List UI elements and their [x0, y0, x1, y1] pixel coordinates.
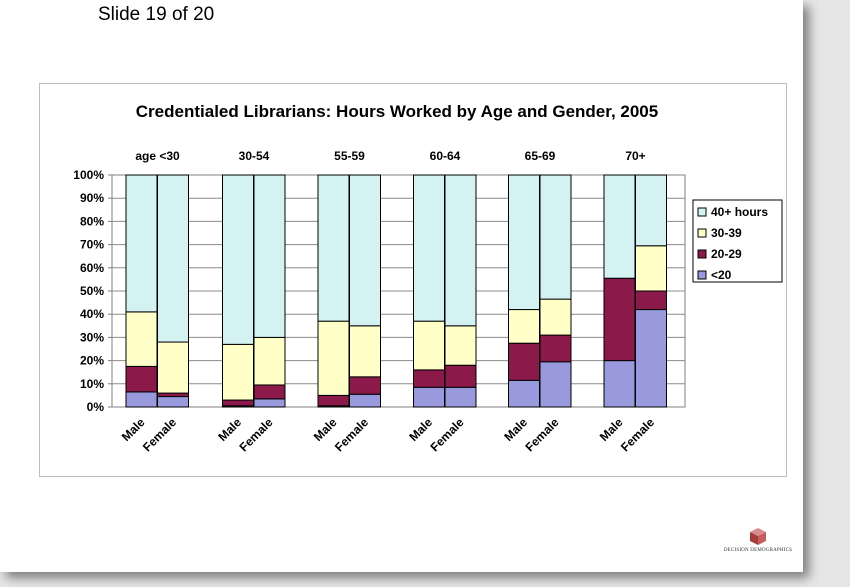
- chart-title: Credentialed Librarians: Hours Worked by…: [136, 102, 658, 121]
- bar-segment: [317, 320, 350, 396]
- bar-segment: [508, 309, 540, 344]
- y-tick-label: 30%: [80, 330, 104, 344]
- bar-segment: [317, 174, 350, 322]
- y-tick-label: 0%: [87, 400, 105, 414]
- group-label: 70+: [625, 149, 645, 163]
- y-tick-label: 40%: [80, 307, 104, 321]
- bar-segment: [603, 174, 636, 279]
- bar-segment: [317, 394, 350, 407]
- bar-segment: [222, 343, 254, 401]
- bar-segment: [635, 290, 667, 311]
- bar-segment: [125, 365, 158, 393]
- group-label: age <30: [135, 149, 180, 163]
- bar-segment: [635, 309, 667, 408]
- bar-segment: [508, 379, 540, 408]
- bar-segment: [413, 369, 445, 388]
- bar-segment: [444, 325, 477, 366]
- bar-segment: [222, 399, 254, 407]
- legend-label: <20: [711, 268, 732, 282]
- logo-text: DECISION DEMOGRAPHICS: [723, 548, 793, 553]
- stacked-bar-chart: Credentialed Librarians: Hours Worked by…: [73, 102, 783, 454]
- y-tick-label: 80%: [80, 214, 104, 228]
- bar-segment: [157, 396, 189, 408]
- bar-segment: [413, 174, 445, 322]
- bar-segment: [413, 386, 445, 408]
- y-tick-label: 50%: [80, 284, 104, 298]
- legend-label: 20-29: [711, 247, 742, 261]
- y-tick-label: 70%: [80, 238, 104, 252]
- bar-segment: [508, 174, 540, 311]
- bar-segment: [635, 245, 667, 292]
- bar-segment: [603, 277, 636, 362]
- bar-segment: [125, 174, 158, 313]
- category-label: Female: [236, 415, 275, 454]
- bar-segment: [253, 174, 286, 338]
- category-label: Female: [427, 415, 466, 454]
- bar-segment: [539, 174, 572, 300]
- company-logo: DECISION DEMOGRAPHICS: [722, 526, 794, 560]
- legend-swatch: [697, 249, 707, 259]
- legend-swatch: [697, 207, 707, 217]
- bar-segment: [349, 393, 381, 408]
- logo-cube-icon: [750, 528, 766, 545]
- legend-label: 30-39: [711, 226, 742, 240]
- bar-segment: [157, 174, 189, 343]
- bar-segment: [603, 360, 636, 408]
- bar-segment: [539, 334, 572, 363]
- legend-box: [692, 199, 783, 283]
- group-label: 55-59: [334, 149, 365, 163]
- bar-segment: [125, 311, 158, 367]
- bar-segment: [444, 364, 477, 388]
- bar-segment: [539, 298, 572, 336]
- bar-segment: [125, 391, 158, 408]
- slide: Slide 19 of 20 Credentialed Librarians: …: [0, 0, 803, 572]
- bar-segment: [349, 325, 381, 378]
- category-label: Female: [140, 415, 179, 454]
- legend-swatch: [697, 228, 707, 238]
- bar-segment: [635, 174, 667, 247]
- bar-segment: [444, 386, 477, 408]
- group-label: 65-69: [525, 149, 556, 163]
- bar-segment: [157, 392, 189, 398]
- group-label: 30-54: [239, 149, 270, 163]
- bar-segment: [444, 174, 477, 327]
- bar-segment: [349, 174, 381, 327]
- category-label: Female: [522, 415, 561, 454]
- y-tick-label: 100%: [73, 168, 104, 182]
- chart-frame: Credentialed Librarians: Hours Worked by…: [39, 83, 787, 477]
- slide-number: Slide 19 of 20: [98, 4, 215, 25]
- bar-segment: [508, 342, 540, 381]
- y-tick-label: 20%: [80, 354, 104, 368]
- bar-segment: [253, 336, 286, 386]
- bar-segment: [253, 398, 286, 408]
- category-label: Female: [332, 415, 371, 454]
- group-label: 60-64: [430, 149, 461, 163]
- legend-label: 40+ hours: [711, 205, 768, 219]
- y-tick-label: 60%: [80, 261, 104, 275]
- y-tick-label: 10%: [80, 377, 104, 391]
- bar-segment: [157, 341, 189, 394]
- y-tick-label: 90%: [80, 191, 104, 205]
- bar-segment: [413, 320, 445, 371]
- legend-swatch: [697, 270, 707, 280]
- category-label: Female: [618, 415, 657, 454]
- bar-segment: [349, 376, 381, 395]
- bar-segment: [539, 361, 572, 408]
- bar-segment: [222, 174, 254, 345]
- bar-segment: [253, 384, 286, 400]
